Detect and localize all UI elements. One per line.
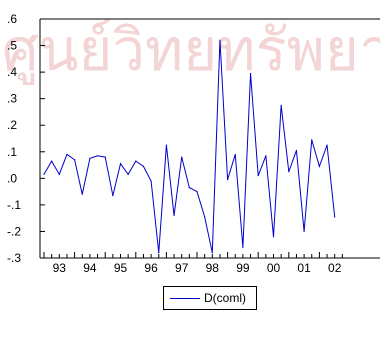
series-point [89,157,91,160]
y-tick-label: -.1 [7,198,21,212]
series-point [119,163,122,165]
legend: D(coml) [163,286,257,310]
series-point [280,104,282,106]
x-tick-label: 97 [175,261,189,275]
y-tick-label: -.2 [7,224,21,238]
series-point [265,155,267,157]
y-tick-label: .4 [7,65,17,79]
x-tick-label: 96 [144,261,158,275]
series-point [242,246,244,248]
series-point [318,165,320,167]
series-point [272,236,275,238]
series-point [234,153,236,156]
series-point [112,194,114,197]
series-point [66,153,68,156]
y-tick-label: .1 [7,145,17,159]
series-point [96,155,99,157]
series-point [74,159,76,161]
series-point [326,144,328,146]
series-point [150,180,152,182]
plot-frame [39,18,380,259]
x-tick-label: 98 [206,261,220,275]
series-point [311,139,313,141]
y-tick-label: .0 [7,171,17,185]
series-point [135,160,137,162]
series-point [104,156,106,158]
y-tick-label: .2 [7,118,17,132]
x-tick-label: 01 [297,261,311,275]
x-tick-label: 93 [53,261,67,275]
x-tick-label: 94 [83,261,97,275]
series-point [165,144,167,146]
watermark-text: ศูนย์วิทยทรัพยากร [2,16,380,85]
x-tick-label: 00 [267,261,281,275]
series-point [81,193,83,195]
series-point [196,191,198,193]
y-tick-label: .5 [7,39,17,53]
series-point [295,149,298,152]
legend-swatch-d-coml [170,298,200,299]
x-tick-label: 95 [114,261,128,275]
x-tick-label: 02 [328,261,342,275]
series-point [58,173,60,175]
series-point [227,179,229,181]
x-tick-label: 99 [236,261,250,275]
series-point [127,173,129,175]
series-point [204,216,206,218]
y-axis: -.3 -.2 -.1 .0 .1 .2 .3 .4 .5 .6 [7,12,45,265]
series-point [211,252,213,254]
y-tick-label: .3 [7,92,17,106]
y-tick-label: -.3 [7,251,21,265]
series-point [181,156,183,158]
series-point [51,160,53,162]
series-point [249,72,252,75]
series-point [288,171,290,173]
y-tick-label: .6 [7,12,17,26]
series-point [158,252,160,254]
series-point [257,175,259,177]
series-point [173,214,175,217]
x-axis: 93 94 95 96 97 98 99 00 01 02 [43,252,343,275]
series-point [142,165,145,167]
legend-label-d-coml: D(coml) [204,291,246,305]
series-point [188,187,190,189]
series-point [219,39,221,41]
series-point [43,173,45,175]
series-point [303,230,305,233]
series-layer [43,39,336,254]
series-point [334,216,336,218]
